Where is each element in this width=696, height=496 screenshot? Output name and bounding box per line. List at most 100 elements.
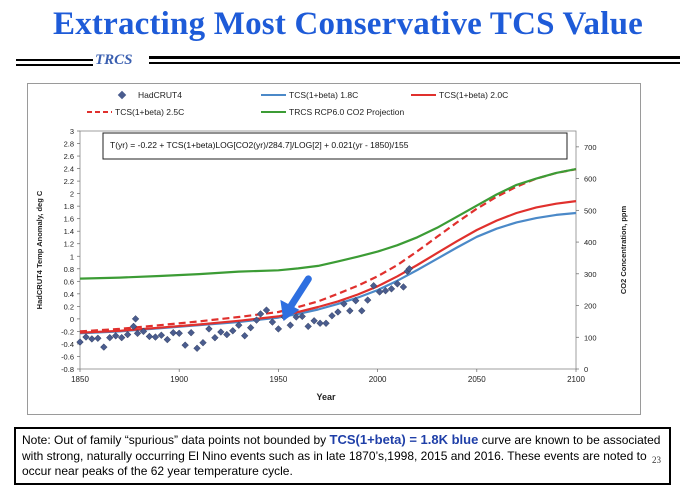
hadcrut-point xyxy=(256,310,265,318)
y-tick-label: 0 xyxy=(70,315,74,324)
y2-tick-label: 300 xyxy=(584,270,597,279)
series-line-2 xyxy=(79,168,577,333)
x-tick-label: 1850 xyxy=(71,375,89,384)
y-tick-label: 2.4 xyxy=(64,165,74,174)
y-tick-label: -0.6 xyxy=(61,352,74,361)
y-tick-label: 2 xyxy=(70,190,74,199)
hadcrut-point xyxy=(211,334,219,342)
y-tick-label: 1.6 xyxy=(64,215,74,224)
y2-tick-label: 600 xyxy=(584,175,597,184)
header-rule-bottom-right xyxy=(149,62,680,64)
y2-axis-title: CO2 Concentration, ppm xyxy=(619,206,628,295)
hadcrut-point xyxy=(94,334,102,342)
y-tick-label: 1.8 xyxy=(64,202,74,211)
hadcrut-point xyxy=(292,313,300,321)
hadcrut-point xyxy=(375,288,384,296)
x-axis-title: Year xyxy=(316,392,336,402)
y-tick-label: 2.2 xyxy=(64,177,74,186)
y-tick-label: 2.6 xyxy=(64,152,74,161)
hadcrut-point xyxy=(100,343,108,351)
hadcrut-point xyxy=(205,325,213,333)
hadcrut-point xyxy=(310,317,318,325)
hadcrut-point xyxy=(364,296,372,304)
x-tick-label: 1950 xyxy=(270,375,288,384)
y-tick-label: -0.2 xyxy=(61,327,74,336)
hadcrut-point xyxy=(76,338,84,346)
hadcrut-point xyxy=(316,319,324,327)
series-line-3 xyxy=(79,168,577,280)
hadcrut-point xyxy=(405,265,414,273)
formula-text: T(yr) = -0.22 + TCS(1+beta)LOG[CO2(yr)/2… xyxy=(110,140,409,150)
hadcrut-point xyxy=(268,318,277,326)
page-number: 23 xyxy=(652,455,661,465)
hadcrut-point xyxy=(240,332,249,340)
hadcrut-point xyxy=(217,328,225,336)
hadcrut-point xyxy=(157,331,166,339)
y-tick-label: 3 xyxy=(70,127,74,136)
hadcrut-point xyxy=(304,322,312,331)
y-tick-label: 0.2 xyxy=(64,302,74,311)
y2-tick-label: 700 xyxy=(584,143,597,152)
x-tick-label: 2050 xyxy=(468,375,486,384)
hadcrut-point xyxy=(106,333,114,342)
hadcrut-point xyxy=(352,297,360,305)
hadcrut-point xyxy=(88,335,96,343)
arrow-head xyxy=(280,299,300,321)
note-text-start: Note: Out of family “spurious” data poin… xyxy=(22,433,330,447)
y2-tick-label: 0 xyxy=(584,365,588,374)
y2-tick-label: 400 xyxy=(584,238,597,247)
note-box: Note: Out of family “spurious” data poin… xyxy=(14,427,671,485)
hadcrut-point xyxy=(112,332,120,340)
chart-axes: -0.8 -0.6 -0.4 -0.2 0 0.2 0.4 0.6 0.8 1 1.2 1.4 1.6 1… xyxy=(61,127,596,384)
hadcrut-point xyxy=(298,312,306,321)
chart-legend: HadCRUT4 TCS(1+beta) 1.8C TCS(1+beta) 2.… xyxy=(87,90,508,117)
hadcrut-point xyxy=(145,332,154,341)
hadcrut-point xyxy=(181,341,189,349)
x-tick-label: 2000 xyxy=(369,375,387,384)
slide-title: Extracting Most Conservative TCS Value xyxy=(53,6,643,42)
y-tick-label: -0.8 xyxy=(61,365,74,374)
legend-label-tcs20: TCS(1+beta) 2.0C xyxy=(439,90,508,100)
hadcrut-point xyxy=(346,307,354,315)
hadcrut-point xyxy=(82,333,90,341)
header-rule-top-right xyxy=(149,56,680,59)
chart-frame: HadCRUT4 TCS(1+beta) 1.8C TCS(1+beta) 2.… xyxy=(27,83,641,415)
hadcrut-point xyxy=(193,344,201,352)
legend-label-tcs18: TCS(1+beta) 1.8C xyxy=(289,90,358,100)
y-tick-label: 1.4 xyxy=(64,227,74,236)
hadcrut-point xyxy=(381,287,390,295)
y-tick-label: 1 xyxy=(70,252,74,261)
y-tick-label: 2.8 xyxy=(64,140,74,149)
hadcrut-point xyxy=(274,325,283,333)
hadcrut-point xyxy=(387,285,396,293)
hadcrut-point xyxy=(252,316,261,324)
header-rule-bottom-left xyxy=(16,64,93,66)
y-tick-label: 0.4 xyxy=(64,290,74,299)
y2-tick-label: 200 xyxy=(584,302,597,311)
y2-tick-label: 100 xyxy=(584,333,597,342)
hadcrut-point xyxy=(123,330,132,339)
hadcrut-point xyxy=(334,308,342,316)
hadcrut-point xyxy=(358,307,366,315)
hadcrut-point xyxy=(393,280,402,288)
header-rule-top-left xyxy=(16,59,93,61)
y-tick-label: -0.4 xyxy=(61,340,74,349)
hadcrut-point xyxy=(133,329,142,338)
hadcrut-point xyxy=(399,283,408,291)
hadcrut-point xyxy=(199,339,207,347)
hadcrut-point xyxy=(151,333,160,341)
y-tick-label: 0.8 xyxy=(64,265,74,274)
chart-markers xyxy=(76,265,414,352)
hadcrut-point xyxy=(340,300,348,308)
formula-box xyxy=(102,132,568,160)
legend-label-hadcrut: HadCRUT4 xyxy=(138,90,182,100)
plot-area xyxy=(79,130,577,370)
x-tick-label: 1900 xyxy=(170,375,188,384)
series-line-1 xyxy=(79,200,577,334)
y-tick-label: 1.2 xyxy=(64,240,74,249)
arrow-shaft xyxy=(286,275,312,311)
legend-label-tcs25: TCS(1+beta) 2.5C xyxy=(115,107,184,117)
hadcrut-point xyxy=(262,306,271,314)
x-tick-label: 2100 xyxy=(567,375,585,384)
y2-tick-label: 500 xyxy=(584,206,597,215)
